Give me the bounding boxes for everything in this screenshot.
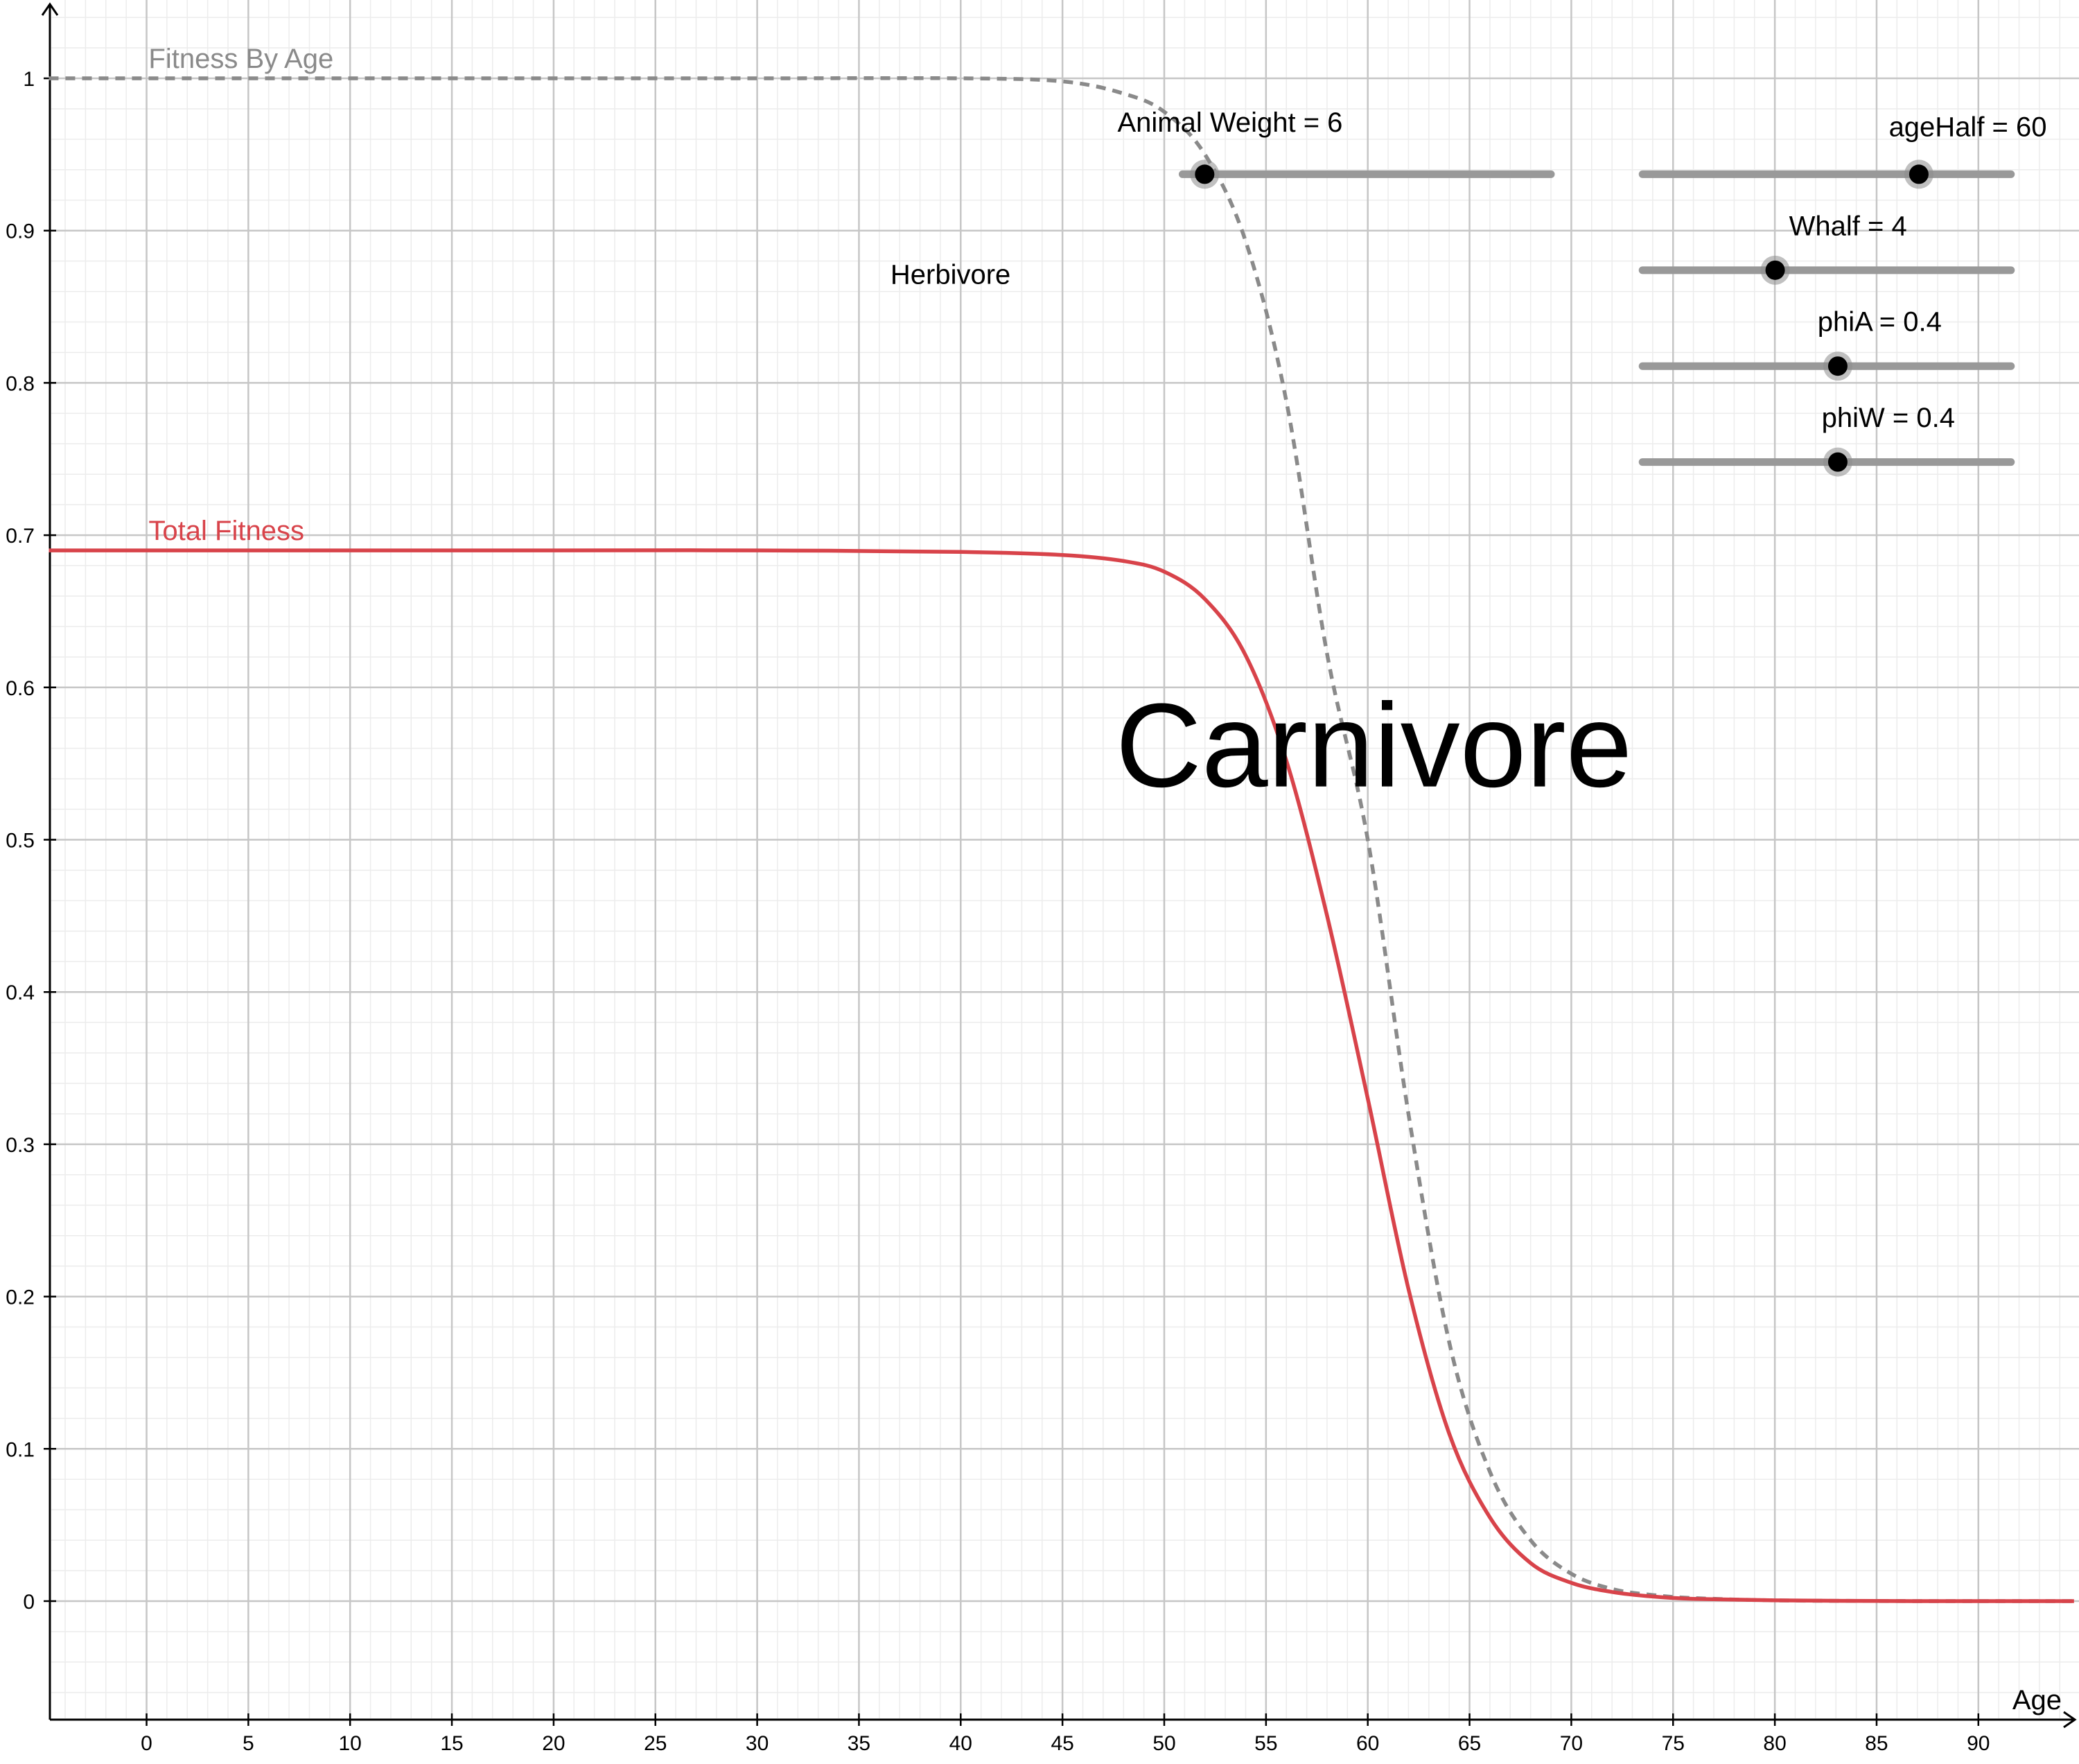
y-tick-label: 0.9 xyxy=(6,220,35,243)
slider-handle[interactable] xyxy=(1827,356,1848,376)
slider-label: phiW = 0.4 xyxy=(1822,403,1955,433)
x-tick-label: 25 xyxy=(644,1732,667,1755)
slider-label: Whalf = 4 xyxy=(1789,211,1907,241)
phiw-slider[interactable]: phiW = 0.4 xyxy=(1638,403,2015,477)
x-axis-arrow-icon xyxy=(2063,1711,2077,1729)
slider-label: ageHalf = 60 xyxy=(1889,112,2047,142)
y-tick-label: 0 xyxy=(23,1591,35,1614)
x-tick-label: 0 xyxy=(141,1732,152,1755)
slider-label: Animal Weight = 6 xyxy=(1117,107,1342,138)
y-axis-arrow-icon xyxy=(41,2,59,16)
x-tick-label: 65 xyxy=(1458,1732,1481,1755)
x-tick-label: 10 xyxy=(339,1732,362,1755)
y-tick-label: 0.1 xyxy=(6,1438,35,1461)
y-tick-label: 0.3 xyxy=(6,1134,35,1157)
y-tick-label: 0.8 xyxy=(6,372,35,395)
x-tick-label: 70 xyxy=(1560,1732,1583,1755)
x-tick-label: 5 xyxy=(243,1732,254,1755)
y-tick-label: 0.7 xyxy=(6,525,35,548)
x-tick-label: 30 xyxy=(746,1732,769,1755)
y-tick-label: 0.5 xyxy=(6,830,35,853)
x-tick-label: 50 xyxy=(1152,1732,1175,1755)
fitness-by-age-label: Fitness By Age xyxy=(148,44,333,74)
x-tick-label: 40 xyxy=(949,1732,972,1755)
agehalf-slider[interactable]: ageHalf = 60 xyxy=(1638,112,2047,189)
x-tick-label: 35 xyxy=(848,1732,870,1755)
slider-handle[interactable] xyxy=(1909,164,1929,184)
total-fitness-label: Total Fitness xyxy=(148,516,304,546)
x-tick-label: 90 xyxy=(1967,1732,1990,1755)
slider-handle[interactable] xyxy=(1195,164,1215,184)
x-tick-label: 80 xyxy=(1763,1732,1786,1755)
animal-weight-slider[interactable]: Animal Weight = 6 xyxy=(1117,107,1555,189)
x-tick-label: 85 xyxy=(1865,1732,1888,1755)
slider-handle[interactable] xyxy=(1765,260,1785,280)
y-tick-labels: 0 0.1 0.2 0.3 0.4 0.5 0.6 0.7 0.8 0.9 1 xyxy=(6,68,56,1614)
x-tick-label: 75 xyxy=(1662,1732,1685,1755)
x-axis-label: Age xyxy=(2012,1685,2062,1715)
annotation-layer: Herbivore Carnivore xyxy=(891,260,1632,812)
whalf-slider[interactable]: Whalf = 4 xyxy=(1638,211,2015,285)
carnivore-annotation: Carnivore xyxy=(1116,679,1633,812)
x-tick-label: 20 xyxy=(542,1732,565,1755)
x-tick-label: 15 xyxy=(440,1732,463,1755)
x-tick-label: 60 xyxy=(1356,1732,1379,1755)
slider-handle[interactable] xyxy=(1827,452,1848,472)
phia-slider[interactable]: phiA = 0.4 xyxy=(1638,307,2015,381)
slider-layer[interactable]: Animal Weight = 6 ageHalf = 60 Whalf = 4 ph… xyxy=(1117,107,2047,477)
total-fitness-line xyxy=(49,548,2074,1603)
slider-label: phiA = 0.4 xyxy=(1818,307,1942,338)
y-tick-label: 0.4 xyxy=(6,981,35,1004)
x-tick-label: 45 xyxy=(1051,1732,1073,1755)
herbivore-annotation: Herbivore xyxy=(891,260,1010,290)
label-layer: Fitness By Age Total Fitness xyxy=(148,44,333,546)
x-tick-label: 55 xyxy=(1254,1732,1277,1755)
y-tick-label: 0.6 xyxy=(6,677,35,700)
series-layer xyxy=(49,76,2074,1603)
y-tick-label: 1 xyxy=(23,68,35,91)
y-tick-label: 0.2 xyxy=(6,1286,35,1309)
x-tick-labels: 0 5 10 15 20 25 30 35 40 45 50 55 60 65 70 75 80 85 90 xyxy=(141,1713,1990,1755)
